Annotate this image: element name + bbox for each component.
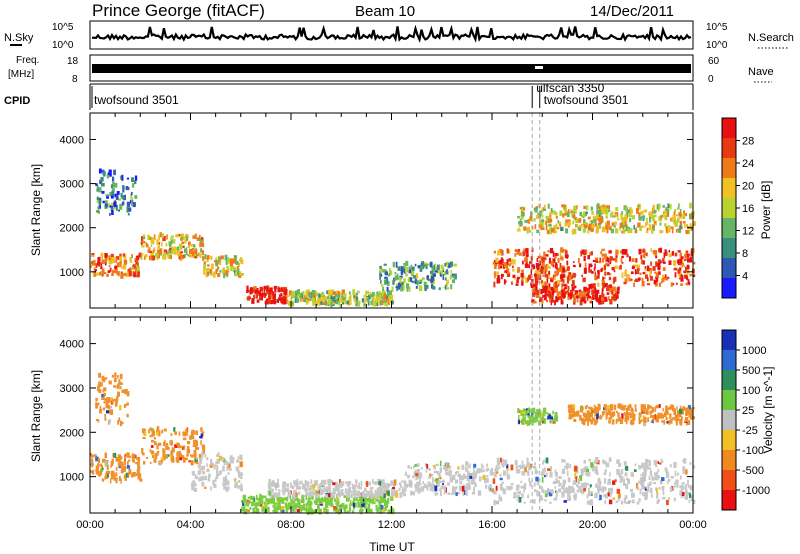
freq-tick-top: 18 — [67, 56, 79, 67]
power-ylabel: Slant Range [km] — [29, 164, 43, 256]
nave-label: Nave — [748, 66, 774, 78]
colorbar-tick-label: 25 — [742, 405, 754, 417]
colorbar-tick-label: -100 — [742, 445, 764, 457]
power-colorbar-label: Power [dB] — [759, 181, 773, 240]
cpid-label: CPID — [4, 95, 30, 107]
range-tick-label: 1000 — [60, 472, 84, 484]
colorbar-swatch — [722, 470, 736, 490]
freq-tick-bottom: 8 — [72, 74, 78, 85]
cpid-segment-label: ulfscan 3350 — [536, 81, 604, 95]
velocity-colorbar-label: Velocity [m s^-1] — [761, 367, 775, 454]
range-tick-label: 3000 — [60, 383, 84, 395]
nsky-tick-bottom: 10^0 — [52, 40, 74, 51]
colorbar-tick-label: 8 — [742, 248, 748, 260]
range-tick-label: 1000 — [60, 267, 84, 279]
nsearch-label: N.Search — [748, 32, 794, 44]
station-title: Prince George (fitACF) — [92, 1, 265, 20]
colorbar-swatch — [722, 138, 736, 158]
velocity-colorbar: 1000 500 100 25 -25 -100 -500 -1000 Velocity [m… — [721, 329, 775, 511]
time-xlabel: Time UT — [369, 540, 415, 554]
colorbar-tick-label: 100 — [742, 385, 760, 397]
nave-tick-bottom: 0 — [708, 74, 714, 85]
velocity-ylabel: Slant Range [km] — [29, 370, 43, 462]
colorbar-tick-label: 1000 — [742, 345, 766, 357]
colorbar-tick-label: 4 — [742, 271, 748, 283]
date-title: 14/Dec/2011 — [590, 3, 674, 20]
nsky-tick-top: 10^5 — [52, 22, 74, 33]
velocity-scatter — [90, 317, 696, 515]
freq-series — [92, 64, 691, 73]
freq-panel: Freq. [MHz] 18 8 60 0 Nave — [8, 54, 774, 85]
nsearch-tick-top: 10^5 — [706, 22, 728, 33]
colorbar-tick-label: 500 — [742, 365, 760, 377]
power-panel: 1000 2000 3000 4000 Slant Range [km] — [29, 112, 696, 309]
colorbar-swatch — [722, 258, 736, 278]
colorbar-tick-label: -25 — [742, 425, 758, 437]
colorbar-swatch — [722, 390, 736, 410]
time-tick-label: 00:00 — [76, 519, 104, 531]
nsky-panel: N.Sky 10^5 10^0 10^5 10^0 N.Search — [4, 20, 794, 51]
colorbar-swatch — [722, 410, 736, 430]
colorbar-swatch — [722, 330, 736, 350]
colorbar-swatch — [722, 118, 736, 138]
colorbar-swatch — [722, 278, 736, 298]
beam-title: Beam 10 — [355, 3, 415, 20]
time-tick-label: 12:00 — [378, 519, 406, 531]
colorbar-swatch — [722, 430, 736, 450]
freq-label-2: [MHz] — [8, 69, 34, 80]
range-tick-label: 3000 — [60, 179, 84, 191]
range-tick-label: 2000 — [60, 223, 84, 235]
range-tick-label: 2000 — [60, 427, 84, 439]
cpid-segment-label: twofsound 3501 — [544, 93, 629, 107]
colorbar-swatch — [722, 450, 736, 470]
colorbar-tick-label: -1000 — [742, 485, 770, 497]
colorbar-tick-label: -500 — [742, 465, 764, 477]
colorbar-tick-label: 12 — [742, 226, 754, 238]
range-tick-label: 4000 — [60, 134, 84, 146]
colorbar-swatch — [722, 238, 736, 258]
colorbar-swatch — [722, 370, 736, 390]
time-tick-label: 04:00 — [177, 519, 205, 531]
nsky-series — [91, 24, 692, 44]
freq-label-1: Freq. — [16, 55, 39, 66]
colorbar-tick-label: 24 — [742, 158, 754, 170]
colorbar-swatch — [722, 490, 736, 510]
time-tick-label: 16:00 — [478, 519, 506, 531]
velocity-panel: 1000 2000 3000 4000 00:00 04:00 08:00 12:00 16:… — [29, 316, 707, 554]
colorbar-swatch — [722, 158, 736, 178]
time-tick-label: 00:00 — [679, 519, 707, 531]
cpid-segment-label: twofsound 3501 — [94, 93, 179, 107]
colorbar-tick-label: 28 — [742, 136, 754, 148]
range-tick-label: 4000 — [60, 339, 84, 351]
power-scatter — [90, 113, 696, 308]
time-tick-label: 20:00 — [579, 519, 607, 531]
time-tick-label: 08:00 — [277, 519, 305, 531]
colorbar-swatch — [722, 218, 736, 238]
power-colorbar: 4 8 12 16 20 24 28 Power [dB] — [721, 117, 773, 299]
colorbar-swatch — [722, 198, 736, 218]
colorbar-tick-label: 16 — [742, 203, 754, 215]
colorbar-swatch — [722, 350, 736, 370]
nave-tick-top: 60 — [708, 56, 720, 67]
nsearch-tick-bottom: 10^0 — [706, 40, 728, 51]
colorbar-swatch — [722, 178, 736, 198]
nsky-label: N.Sky — [4, 32, 34, 44]
colorbar-tick-label: 20 — [742, 181, 754, 193]
